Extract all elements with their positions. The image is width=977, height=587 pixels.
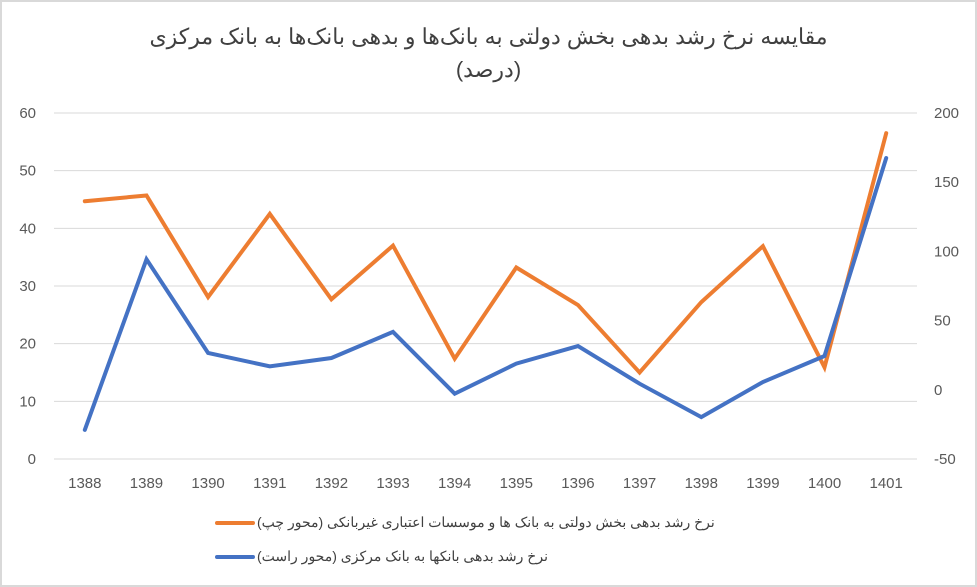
left-axis-tick: 60 (19, 105, 36, 122)
x-axis-tick: 1391 (253, 475, 286, 492)
legend-label: نرخ رشد بدهی بخش دولتی به بانک ها و موسس… (257, 514, 715, 530)
legend-swatch-blue (215, 554, 255, 559)
x-axis-tick: 1394 (438, 475, 471, 492)
right-axis-tick: 0 (934, 382, 942, 399)
chart-title: مقایسه نرخ رشد بدهی بخش دولتی به بانک‌ها… (2, 20, 975, 86)
x-axis-tick: 1399 (746, 475, 779, 492)
x-axis-tick: 1396 (561, 475, 594, 492)
left-axis-tick: 50 (19, 163, 36, 180)
x-axis-tick: 1393 (376, 475, 409, 492)
left-axis-tick: 40 (19, 220, 36, 237)
right-axis-tick: 50 (934, 313, 951, 330)
x-axis: 1388 1389 1390 1391 1392 1393 1394 1395 1396 1397… (68, 475, 903, 492)
series-line-right-axis[interactable] (82, 156, 889, 432)
left-y-axis: 0 10 20 30 40 50 60 (19, 105, 36, 468)
series-lines (82, 131, 889, 432)
x-axis-tick: 1397 (623, 475, 656, 492)
right-axis-tick: 200 (934, 105, 959, 122)
left-axis-tick: 10 (19, 393, 36, 410)
x-axis-tick: 1390 (191, 475, 224, 492)
left-axis-tick: 0 (28, 451, 36, 468)
x-axis-tick: 1401 (869, 475, 902, 492)
left-axis-tick: 30 (19, 278, 36, 295)
right-axis-tick: 100 (934, 243, 959, 260)
chart-title-line: مقایسه نرخ رشد بدهی بخش دولتی به بانک‌ها… (149, 24, 828, 49)
x-axis-tick: 1398 (685, 475, 718, 492)
gridlines (54, 112, 917, 460)
legend-label: نرخ رشد بدهی بانکها به بانک مرکزی (محور … (257, 548, 548, 564)
right-axis-tick: -50 (934, 451, 956, 468)
right-axis-tick: 150 (934, 174, 959, 191)
chart-subtitle: (درصد) (455, 57, 522, 82)
x-axis-tick: 1395 (500, 475, 533, 492)
right-y-axis: -50 0 50 100 150 200 (934, 105, 959, 468)
legend-item-right-axis-series[interactable]: نرخ رشد بدهی بانکها به بانک مرکزی (محور … (215, 548, 548, 565)
x-axis-tick: 1400 (808, 475, 841, 492)
x-axis-tick: 1389 (130, 475, 163, 492)
x-axis-tick: 1392 (315, 475, 348, 492)
legend-swatch-orange (215, 520, 255, 525)
x-axis-tick: 1388 (68, 475, 101, 492)
series-line-left-axis[interactable] (82, 131, 889, 376)
left-axis-tick: 20 (19, 336, 36, 353)
legend-item-left-axis-series[interactable]: نرخ رشد بدهی بخش دولتی به بانک ها و موسس… (215, 514, 715, 531)
